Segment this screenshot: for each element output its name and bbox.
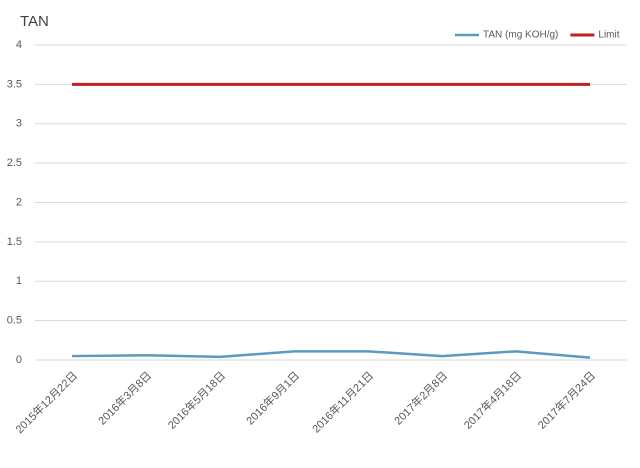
y-tick-label: 0 (16, 354, 22, 366)
y-tick-label: 0.5 (7, 315, 22, 327)
y-tick-label: 1 (16, 275, 22, 287)
line-series (71, 350, 591, 359)
y-tick-label: 2 (16, 196, 22, 208)
x-tick-label: 2017年2月8日 (391, 368, 450, 427)
x-tick-label: 2017年4月18日 (461, 368, 525, 432)
y-tick-label: 2.5 (7, 157, 22, 169)
x-tick-label: 2015年12月22日 (12, 368, 80, 436)
legend-label: TAN (mg KOH/g) (483, 30, 558, 41)
x-tick-label: 2016年5月18日 (165, 368, 229, 432)
y-tick-label: 4 (16, 39, 22, 51)
legend-label: Limit (598, 30, 619, 41)
y-tick-label: 1.5 (7, 236, 22, 248)
y-tick-label: 3 (16, 118, 22, 130)
x-tick-label: 2017年7月24日 (535, 368, 599, 432)
x-tick-label: 2016年3月8日 (95, 368, 154, 427)
chart-title: TAN (20, 13, 49, 30)
x-tick-label: 2016年9月1日 (243, 368, 302, 427)
y-tick-label: 3.5 (7, 78, 22, 90)
x-tick-label: 2016年11月21日 (309, 368, 376, 435)
